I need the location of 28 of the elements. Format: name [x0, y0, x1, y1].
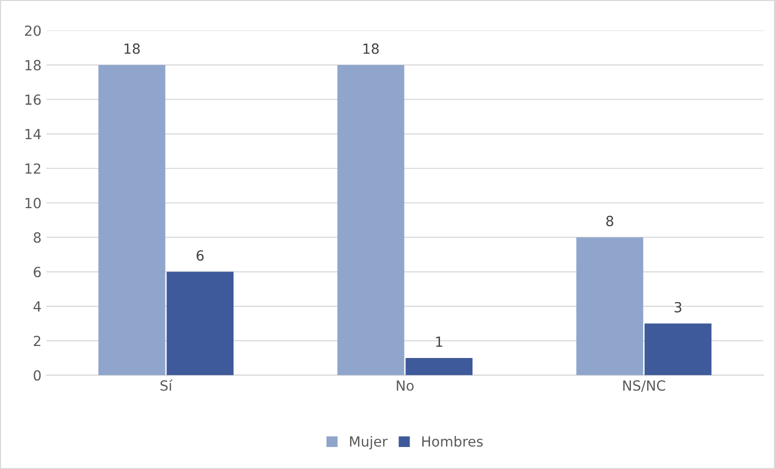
bar — [644, 323, 712, 376]
bar — [337, 64, 404, 376]
y-tick-label: 8 — [34, 232, 41, 243]
x-tick-label: Sí — [160, 380, 173, 391]
y-tick-label: 20 — [24, 25, 41, 36]
y-tick-label: 12 — [25, 163, 40, 174]
y-tick-label: 18 — [25, 60, 41, 70]
bar — [576, 237, 644, 376]
data-label: 1 — [436, 336, 442, 347]
x-tick-label: No — [396, 380, 414, 391]
y-tick-label: 14 — [25, 129, 41, 140]
y-tick-label: 16 — [25, 94, 41, 105]
y-tick-label: 2 — [34, 336, 40, 346]
data-label: 8 — [606, 216, 614, 226]
data-label: 18 — [364, 43, 379, 54]
y-tick-label: 0 — [34, 370, 41, 381]
bar — [98, 64, 166, 376]
legend-label: Mujer — [350, 436, 388, 450]
bar — [166, 272, 234, 376]
data-label: 6 — [196, 250, 204, 261]
data-label: 18 — [124, 43, 140, 54]
bar — [406, 358, 473, 376]
y-tick-label: 4 — [33, 301, 41, 312]
y-tick-label: 6 — [34, 266, 41, 278]
data-label: 3 — [674, 302, 682, 312]
legend-label: Hombres — [422, 436, 483, 447]
x-tick-label: NS/NC — [623, 380, 666, 392]
y-tick-label: 10 — [25, 198, 41, 208]
